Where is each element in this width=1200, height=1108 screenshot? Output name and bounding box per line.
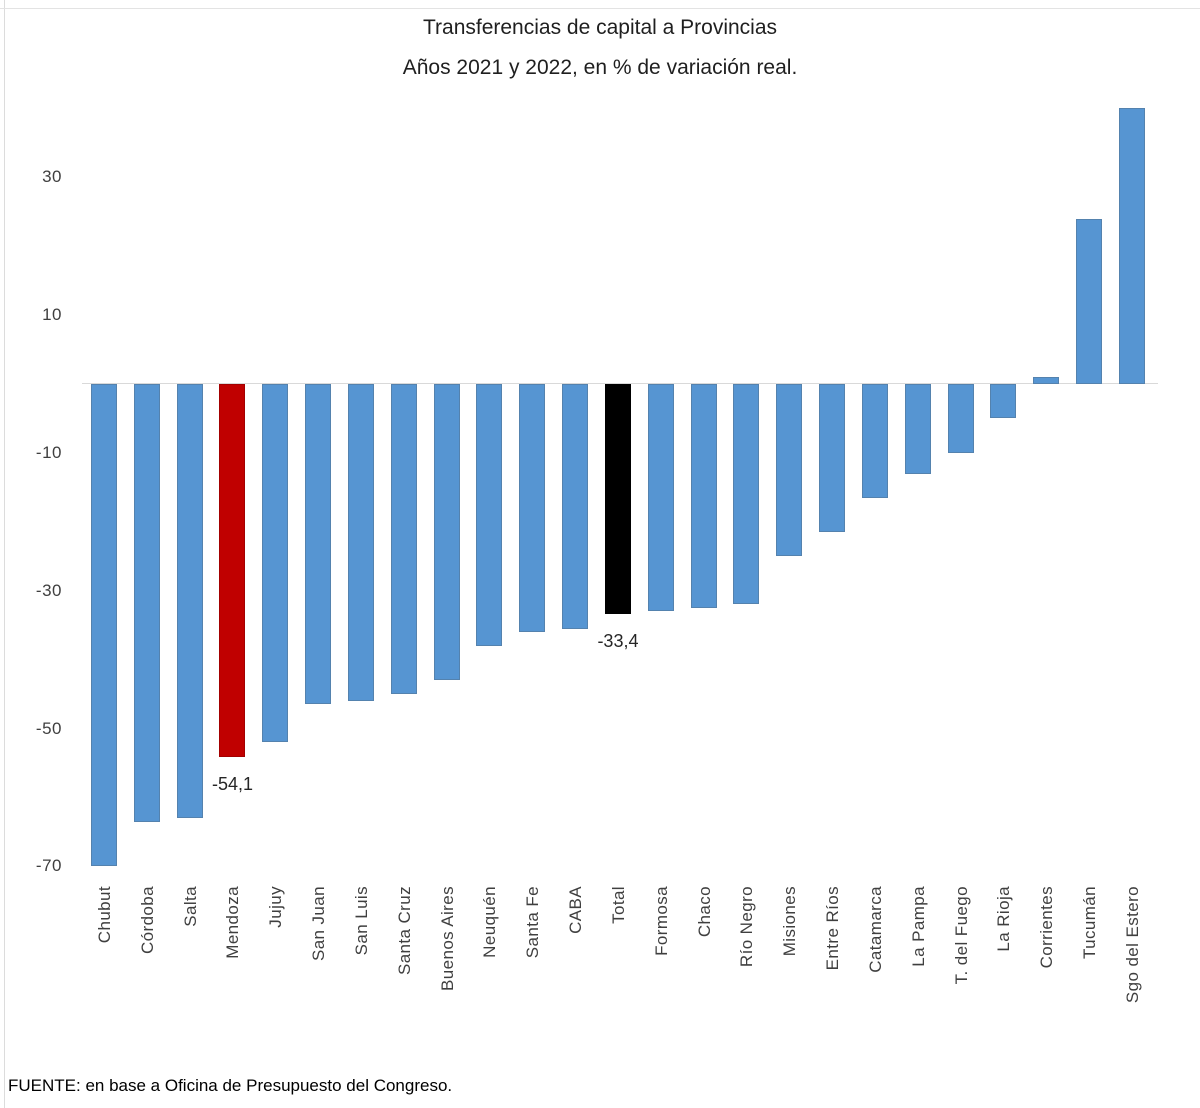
bar-misiones (776, 384, 803, 557)
y-tick--10: -10 (35, 442, 62, 462)
category-label-r-o-negro: Río Negro (737, 886, 757, 968)
category-label-tucum-n: Tucumán (1080, 886, 1100, 960)
bar-chaco (690, 384, 717, 608)
category-label-c-rdoba: Córdoba (137, 886, 157, 955)
data-label-mendoza: -54,1 (211, 773, 253, 794)
y-tick--50: -50 (35, 718, 62, 738)
y-tick--70: -70 (35, 856, 62, 876)
bar-corrientes (1033, 377, 1060, 384)
y-tick--30: -30 (35, 580, 62, 600)
x-axis-line (82, 383, 1158, 384)
bar-la-pampa (904, 384, 931, 474)
bar-caba (562, 384, 589, 629)
bar-tucum-n (1076, 218, 1103, 384)
category-label-formosa: Formosa (651, 886, 671, 956)
bar-jujuy (262, 384, 289, 743)
category-label-santa-cruz: Santa Cruz (394, 886, 414, 976)
bar-santa-fe (519, 384, 546, 633)
bar-santa-cruz (390, 384, 417, 695)
chart-frame-top-border (0, 8, 1200, 9)
bar-entre-r-os (819, 384, 846, 533)
category-label-catamarca: Catamarca (865, 886, 885, 973)
category-label-chubut: Chubut (95, 886, 114, 944)
category-label-corrientes: Corrientes (1037, 886, 1057, 969)
category-label-santa-fe: Santa Fe (523, 886, 543, 959)
category-label-t-del-fuego: T. del Fuego (951, 886, 971, 985)
data-label-total: -33,4 (597, 631, 639, 652)
bar-t-del-fuego (947, 384, 974, 453)
bar-formosa (647, 384, 674, 612)
bar-la-rioja (990, 384, 1017, 419)
chart-frame-left-border (4, 0, 5, 1108)
chart-title-line1: Transferencias de capital a Provincias (422, 16, 778, 39)
bar-catamarca (861, 384, 888, 498)
category-label-la-pampa: La Pampa (908, 886, 928, 967)
bar-san-juan (305, 384, 332, 705)
bar-san-luis (347, 384, 374, 701)
category-label-buenos-aires: Buenos Aires (437, 886, 457, 991)
bar-salta (176, 384, 203, 819)
category-label-sgo-del-estero: Sgo del Estero (1122, 886, 1142, 1004)
category-label-san-luis: San Luis (351, 886, 371, 956)
bar-neuqu-n (476, 384, 503, 646)
bar-sgo-del-estero (1118, 108, 1145, 384)
y-tick-10: 10 (42, 305, 62, 325)
category-label-chaco: Chaco (694, 886, 714, 938)
category-label-san-juan: San Juan (309, 886, 329, 962)
y-tick-30: 30 (42, 167, 62, 187)
category-label-total: Total (608, 886, 628, 924)
category-label-la-rioja: La Rioja (994, 886, 1014, 952)
bar-mendoza (219, 384, 246, 757)
category-label-salta: Salta (180, 886, 200, 927)
chart-title-line2: Años 2021 y 2022, en % de variación real… (402, 56, 798, 79)
bar-chubut (91, 384, 117, 867)
category-label-neuqu-n: Neuquén (480, 886, 500, 958)
category-label-mendoza: Mendoza (223, 886, 243, 959)
source-note: FUENTE: en base a Oficina de Presupuesto… (8, 1076, 453, 1095)
category-label-entre-r-os: Entre Ríos (823, 886, 843, 971)
category-label-caba: CABA (566, 886, 586, 934)
bar-total (604, 384, 631, 615)
category-label-misiones: Misiones (780, 886, 800, 957)
category-label-jujuy: Jujuy (266, 886, 286, 928)
bar-buenos-aires (433, 384, 460, 681)
bar-c-rdoba (133, 384, 160, 822)
bar-r-o-negro (733, 384, 760, 605)
chart-title: Transferencias de capital a Provincias A… (0, 8, 1200, 88)
